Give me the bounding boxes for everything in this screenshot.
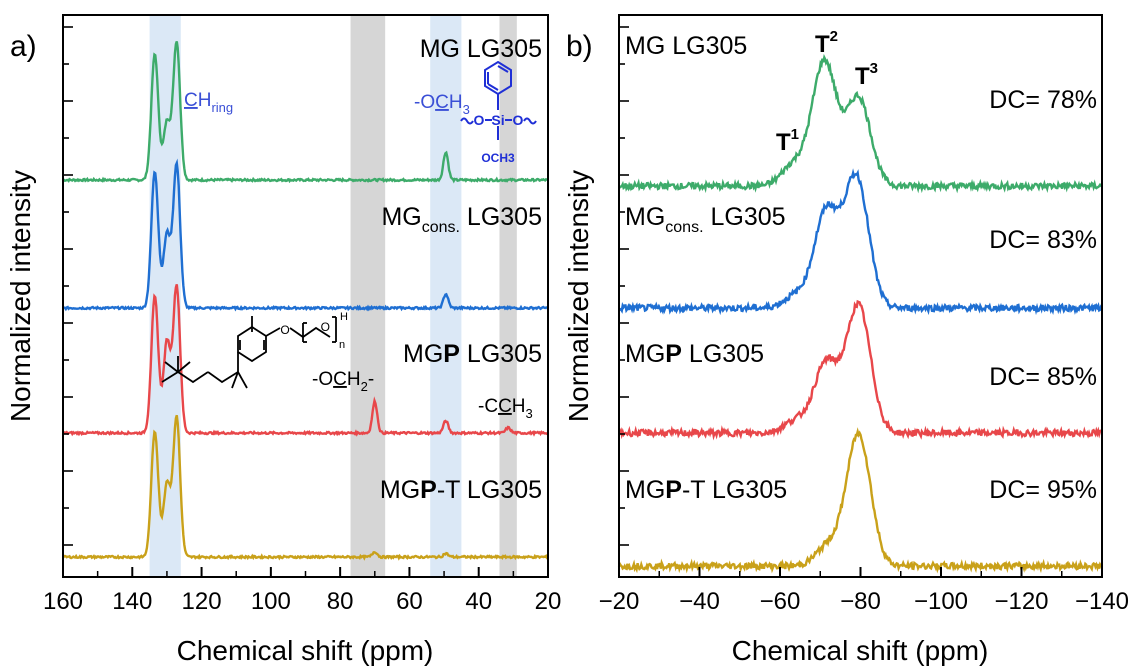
t3-label: T3 bbox=[855, 60, 878, 90]
series-line-1 bbox=[62, 41, 549, 184]
series-line-3 bbox=[62, 284, 549, 437]
x-tick-label: 80 bbox=[327, 588, 354, 615]
x-tick-label: −20 bbox=[599, 588, 640, 615]
series-label-mg: MG LG305 bbox=[420, 35, 542, 63]
y-axis-label: Normalized intensity bbox=[5, 170, 36, 422]
x-tick-label: 120 bbox=[182, 588, 222, 615]
panel-label: a) bbox=[10, 30, 37, 63]
series-label-mgpt: MGP-T LG305 bbox=[625, 476, 787, 504]
x-tick-label: −80 bbox=[840, 588, 881, 615]
series-label-mg: MG LG305 bbox=[625, 32, 747, 60]
x-tick-label: 100 bbox=[251, 588, 291, 615]
x-tick-label: 160 bbox=[43, 588, 83, 615]
x-tick-label: 40 bbox=[465, 588, 492, 615]
octylphenol-peg-structure bbox=[161, 316, 337, 389]
annotation-och3: -OCH3 bbox=[414, 92, 470, 117]
annotation-och2: -OCH2- bbox=[312, 369, 374, 394]
x-axis-label: Chemical shift (ppm) bbox=[177, 635, 434, 666]
ether-oxygen: O bbox=[280, 323, 289, 337]
series-label-mgcons: MGcons. LG305 bbox=[381, 203, 542, 236]
series-label-mgp: MGP LG305 bbox=[625, 340, 764, 368]
panel-a: 160 140 120 100 80 60 40 20 a) Chemical shift (… bbox=[5, 14, 561, 666]
x-axis-label: Chemical shift (ppm) bbox=[732, 635, 989, 666]
oxygen-atom-right: O bbox=[513, 112, 524, 128]
y-axis-label: Normalized intensity bbox=[563, 170, 594, 422]
series-line-4 bbox=[62, 414, 549, 561]
dc-label-mgpt: DC= 95% bbox=[989, 476, 1097, 504]
dc-label-mgp: DC= 85% bbox=[989, 363, 1097, 391]
shaded-region-gray bbox=[499, 16, 517, 576]
t1-label: T1 bbox=[776, 126, 799, 156]
y-axis-ticks bbox=[63, 26, 73, 546]
y-axis-ticks bbox=[619, 26, 629, 546]
x-tick-label: −140 bbox=[1075, 588, 1129, 615]
x-tick-label: 140 bbox=[112, 588, 152, 615]
t2-label: T2 bbox=[815, 28, 838, 58]
peg-hydrogen: H bbox=[340, 311, 348, 323]
dc-label-mg: DC= 78% bbox=[989, 86, 1097, 114]
series-line-1 bbox=[617, 53, 1103, 194]
shaded-region-gray bbox=[350, 16, 386, 576]
panel-b: −20 −40 −60 −80 −100 −120 −140 b) Chemical shi… bbox=[563, 14, 1129, 666]
series-label-mgp: MGP LG305 bbox=[403, 340, 542, 368]
x-tick-label: 60 bbox=[396, 588, 423, 615]
oxygen-atom-left: O bbox=[474, 112, 485, 128]
series-line-3 bbox=[617, 299, 1103, 441]
x-tick-label: −120 bbox=[994, 588, 1048, 615]
series-label-mgcons: MGcons. LG305 bbox=[625, 203, 786, 236]
dc-label-mgcons: DC= 83% bbox=[989, 226, 1097, 254]
panel-label: b) bbox=[566, 30, 593, 63]
x-tick-label: −100 bbox=[914, 588, 968, 615]
peg-repeat-n: n bbox=[339, 339, 345, 351]
annotation-cch3: -CCH3 bbox=[478, 396, 533, 421]
spectra-lines bbox=[62, 41, 550, 561]
x-axis: −20 −40 −60 −80 −100 −120 −140 bbox=[599, 567, 1129, 615]
series-line-2 bbox=[62, 158, 550, 312]
series-label-mgpt: MGP-T LG305 bbox=[380, 476, 542, 504]
annotation-ch-ring: CHring bbox=[184, 90, 233, 115]
x-tick-label: −40 bbox=[679, 588, 720, 615]
x-axis: 160 140 120 100 80 60 40 20 bbox=[43, 567, 561, 615]
x-tick-label: 20 bbox=[535, 588, 562, 615]
silicon-atom: Si bbox=[491, 112, 504, 128]
phenyl-silane-structure bbox=[460, 60, 537, 140]
series-line-2 bbox=[617, 168, 1104, 316]
x-tick-label: −60 bbox=[760, 588, 801, 615]
shaded-regions bbox=[149, 16, 517, 576]
methoxy-group: OCH3 bbox=[481, 151, 515, 165]
peg-oxygen: O bbox=[321, 320, 330, 334]
